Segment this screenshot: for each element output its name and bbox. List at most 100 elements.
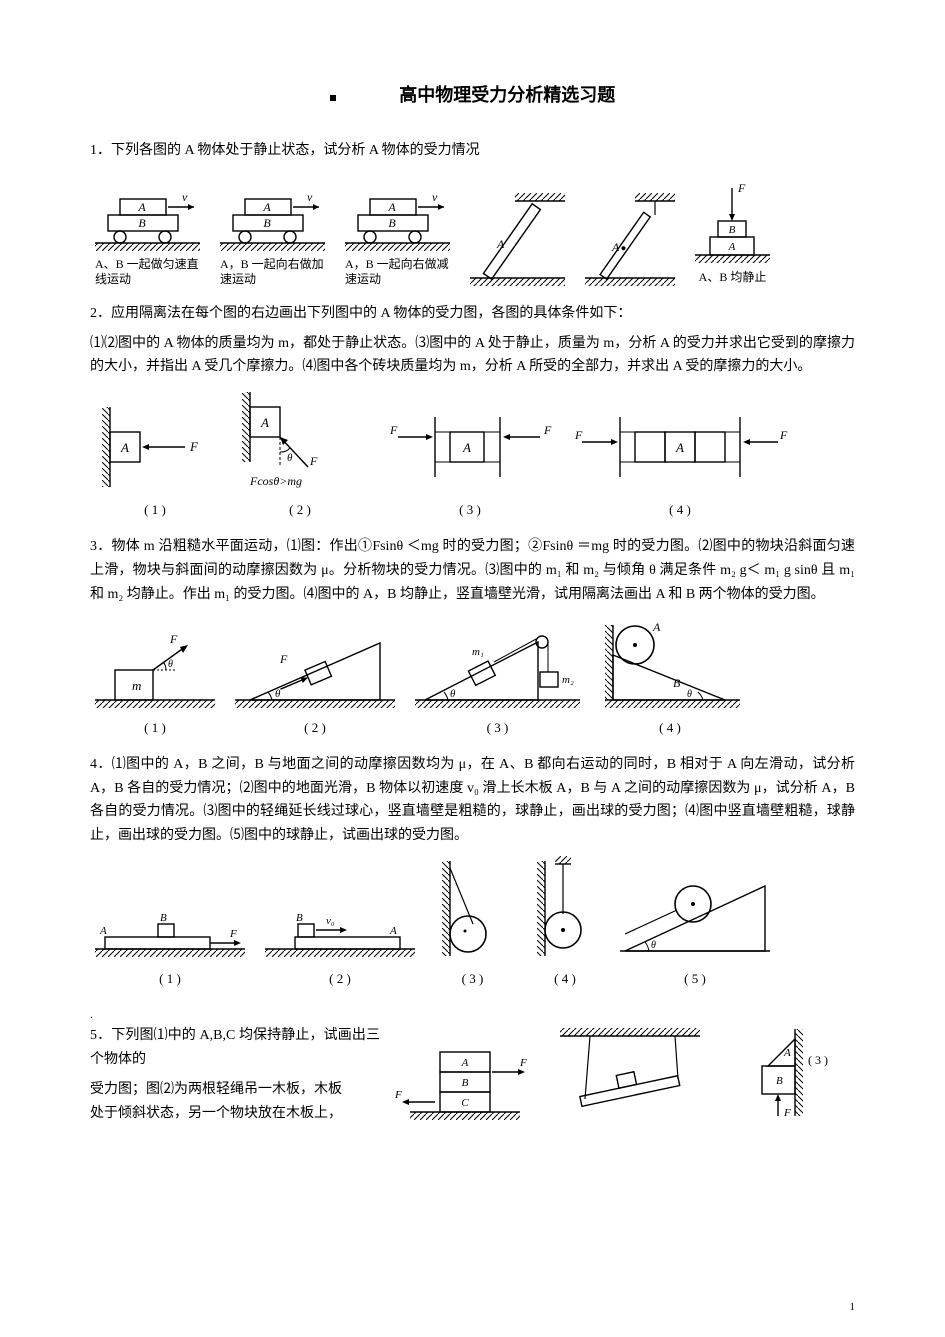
svg-text:F: F xyxy=(169,632,178,646)
problem-2-l1: 2．应用隔离法在每个图的右边画出下列图中的 A 物体的受力图，各图的具体条件如下… xyxy=(90,302,855,326)
svg-fig-3-4: A B θ xyxy=(595,615,745,715)
svg-text:F: F xyxy=(189,439,199,454)
cond-2-2: Fcosθ>mg xyxy=(249,474,302,488)
fig-4-2: A B v₀ ( 2 ) xyxy=(260,891,420,990)
label-B: B xyxy=(138,216,146,230)
cap-1-2: A，B 一起向右做加速运动 xyxy=(220,257,325,288)
fig-4-1: A B F ( 1 ) xyxy=(90,891,250,990)
svg-fig-4-2: A B v₀ xyxy=(260,891,420,966)
cap-5-3: ( 3 ) xyxy=(808,1053,828,1067)
cap-2-3: ( 3 ) xyxy=(459,499,481,521)
cap-1-6: A、B 均静止 xyxy=(699,267,767,287)
svg-fig-1-6: A B F xyxy=(690,170,775,265)
page-title: 高中物理受力分析精选习题 xyxy=(399,85,615,105)
fig-1-5: A xyxy=(580,193,680,288)
fig-4-4: ( 4 ) xyxy=(525,856,605,990)
svg-fig-4-4 xyxy=(525,856,605,966)
problem-4-text: 4．⑴图中的 A，B 之间，B 与地面之间的动摩擦因数均为 μ，在 A、B 都向… xyxy=(90,753,855,848)
svg-text:A: A xyxy=(120,440,129,455)
fig-5-2 xyxy=(550,1024,710,1124)
cap-4-5: ( 5 ) xyxy=(684,968,706,990)
svg-text:F: F xyxy=(394,1089,402,1101)
svg-fig-1-4: A xyxy=(465,193,570,288)
p5-l3: 处于倾斜状态，另一个物块放在木板上， xyxy=(90,1102,380,1126)
p5-l1: 5．下列图⑴中的 A,B,C 均保持静止，试画出三个物体的 xyxy=(90,1024,380,1072)
problem-2-figs: A F ( 1 ) A F θ Fcosθ>mg ( 2 ) xyxy=(90,387,855,521)
cap-3-3: ( 3 ) xyxy=(487,717,509,739)
cap-4-1: ( 1 ) xyxy=(159,968,181,990)
svg-text:A: A xyxy=(783,1047,791,1059)
fig-2-2: A F θ Fcosθ>mg ( 2 ) xyxy=(230,387,370,521)
svg-text:A: A xyxy=(389,925,397,937)
svg-text:B: B xyxy=(776,1075,783,1087)
svg-text:F: F xyxy=(519,1057,527,1069)
svg-text:A: A xyxy=(99,925,107,937)
svg-fig-2-3: A F F xyxy=(380,402,560,497)
svg-text:v₀: v₀ xyxy=(326,915,335,927)
svg-text:F: F xyxy=(229,928,237,940)
dot: . xyxy=(90,1004,855,1024)
problem-4-figs: A B F ( 1 ) A B v₀ ( 2 ) ( 3 xyxy=(90,856,855,990)
svg-text:A: A xyxy=(387,200,396,214)
svg-text:θ: θ xyxy=(168,659,173,670)
svg-text:B: B xyxy=(263,216,271,230)
svg-text:F: F xyxy=(279,652,288,666)
svg-text:F: F xyxy=(389,423,398,437)
cap-2-4: ( 4 ) xyxy=(669,499,691,521)
fig-2-3: A F F ( 3 ) xyxy=(380,402,560,521)
svg-text:F: F xyxy=(783,1107,791,1119)
svg-text:A: A xyxy=(728,241,736,253)
svg-text:A: A xyxy=(461,1057,469,1069)
problem-1-figs: B A v A、B 一起做匀速直线运动 B A v A，B 一起向右做加速运动 xyxy=(90,170,855,287)
svg-text:m: m xyxy=(132,678,141,693)
svg-fig-1-2: B A v xyxy=(215,185,330,255)
cap-1-3: A，B 一起向右做减速运动 xyxy=(345,257,450,288)
label-v: v xyxy=(182,190,188,204)
svg-text:B: B xyxy=(673,676,681,690)
svg-text:F: F xyxy=(309,454,318,468)
svg-text:θ: θ xyxy=(687,689,692,700)
fig-3-1: m θ F ( 1 ) xyxy=(90,625,220,739)
svg-fig-1-1: B A v xyxy=(90,185,205,255)
cap-3-2: ( 2 ) xyxy=(304,717,326,739)
problem-3-figs: m θ F ( 1 ) θ F ( 2 ) xyxy=(90,615,855,739)
svg-fig-1-3: B A v xyxy=(340,185,455,255)
fig-1-2: B A v A，B 一起向右做加速运动 xyxy=(215,185,330,288)
svg-text:B: B xyxy=(160,912,167,924)
svg-text:m₂: m₂ xyxy=(562,674,574,686)
cap-2-1: ( 1 ) xyxy=(144,499,166,521)
fig-3-3: θ m₁ m₂ ( 3 ) xyxy=(410,620,585,739)
fig-1-6: A B F A、B 均静止 xyxy=(690,170,775,287)
svg-fig-4-5: θ xyxy=(615,856,775,966)
fig-1-1: B A v A、B 一起做匀速直线运动 xyxy=(90,185,205,288)
svg-fig-3-2: θ F xyxy=(230,625,400,715)
svg-text:F: F xyxy=(737,181,746,195)
svg-text:B: B xyxy=(462,1077,469,1089)
label-A: A xyxy=(137,200,146,214)
svg-text:B: B xyxy=(388,216,396,230)
svg-text:A: A xyxy=(262,200,271,214)
fig-4-3: ( 3 ) xyxy=(430,856,515,990)
cap-2-2: ( 2 ) xyxy=(289,499,311,521)
page-number: 1 xyxy=(850,1298,856,1317)
cap-3-1: ( 1 ) xyxy=(144,717,166,739)
cap-3-4: ( 4 ) xyxy=(659,717,681,739)
cap-1-1: A、B 一起做匀速直线运动 xyxy=(95,257,200,288)
svg-text:F: F xyxy=(779,428,788,442)
svg-fig-2-1: A F xyxy=(90,402,220,497)
svg-text:θ: θ xyxy=(651,940,656,951)
svg-text:θ: θ xyxy=(287,452,293,464)
svg-fig-3-3: θ m₁ m₂ xyxy=(410,620,585,715)
svg-text:θ: θ xyxy=(275,688,281,700)
svg-text:F: F xyxy=(574,428,583,442)
svg-fig-5-3: A B F ( 3 ) xyxy=(720,1024,830,1124)
fig-3-2: θ F ( 2 ) xyxy=(230,625,400,739)
fig-2-1: A F ( 1 ) xyxy=(90,402,220,521)
svg-fig-3-1: m θ F xyxy=(90,625,220,715)
svg-fig-1-5: A xyxy=(580,193,680,288)
svg-text:A: A xyxy=(496,237,505,251)
svg-text:v: v xyxy=(307,190,313,204)
svg-text:m₁: m₁ xyxy=(472,646,484,658)
svg-fig-5-2 xyxy=(550,1024,710,1124)
fig-5-3: A B F ( 3 ) xyxy=(720,1024,830,1124)
